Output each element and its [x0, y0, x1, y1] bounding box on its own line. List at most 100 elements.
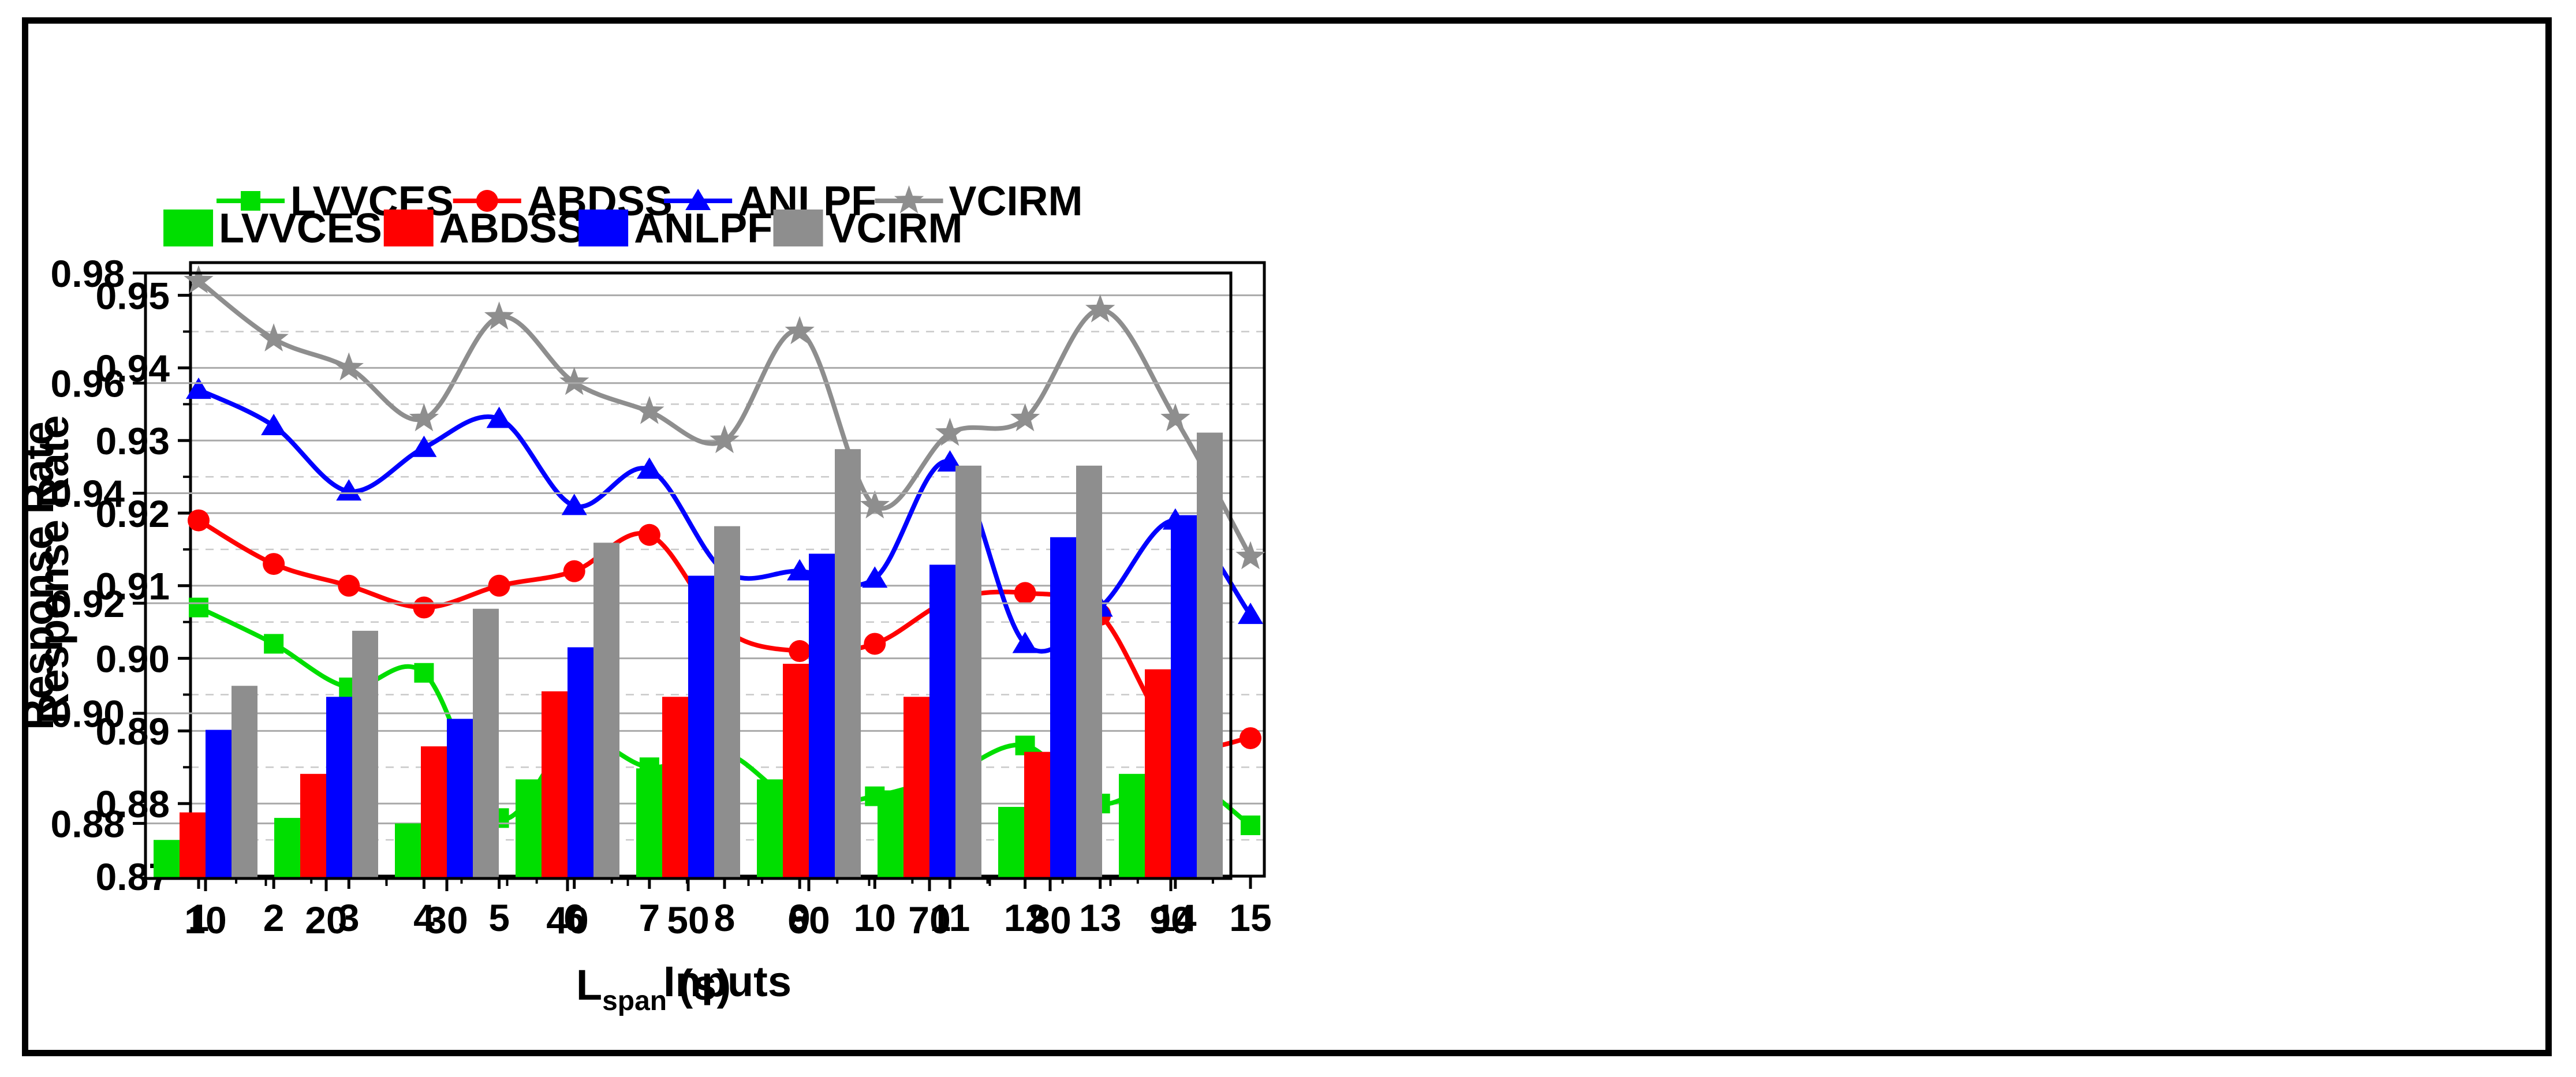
marker-triangle	[336, 479, 362, 501]
bar-vcirm-30	[473, 608, 499, 878]
y-axis-title: Response Rate	[14, 421, 62, 730]
marker-star	[634, 395, 664, 424]
x-axis-tick-label: 4	[413, 896, 435, 939]
marker-star	[484, 301, 514, 330]
marker-star	[894, 185, 924, 214]
bar-abdss-20	[300, 773, 326, 878]
y-axis-tick-label: 0.92	[96, 492, 170, 535]
y-axis-title: Response Rate	[29, 415, 77, 724]
x-axis-tick-label: 11	[930, 896, 970, 939]
y-axis-tick-label: 0.94	[51, 472, 125, 515]
bar-vcirm-60	[835, 449, 861, 878]
marker-star	[1010, 403, 1040, 432]
x-axis-tick-label: 30	[425, 899, 468, 941]
marker-triangle	[411, 435, 437, 457]
x-axis-tick-label: 10	[184, 899, 226, 941]
bar-vcirm-50	[714, 526, 740, 878]
bar-vcirm-70	[955, 465, 981, 878]
marker-circle	[488, 574, 510, 597]
bar-abdss-60	[783, 664, 809, 878]
marker-circle	[864, 633, 886, 655]
marker-star	[1235, 541, 1265, 570]
marker-star	[409, 403, 439, 432]
legend-label: ANLPF	[634, 205, 772, 252]
legend-label: VCIRM	[829, 205, 963, 252]
marker-star	[860, 490, 890, 519]
x-axis-tick-label: 1	[188, 896, 210, 939]
figure-border	[22, 17, 2552, 1056]
x-axis-tick-label: 50	[667, 899, 709, 941]
y-axis-tick-label: 0.92	[51, 582, 125, 625]
marker-circle	[188, 509, 210, 532]
marker-circle	[263, 553, 285, 575]
legend-swatch	[163, 210, 214, 246]
marker-square	[1241, 815, 1260, 835]
legend-item-vcirm: VCIRM	[875, 178, 1083, 225]
x-axis-tick-label: 60	[787, 899, 830, 941]
legend-swatch	[383, 210, 434, 246]
y-axis-tick-label: 0.89	[96, 710, 170, 753]
y-axis-tick-label: 0.88	[96, 783, 170, 825]
x-axis-tick-label: 70	[908, 899, 950, 941]
x-axis-tick-label: 90	[1149, 899, 1192, 941]
bar-lvvces-70	[878, 790, 904, 878]
marker-circle	[789, 640, 811, 663]
marker-star	[785, 316, 815, 345]
bar-abdss-30	[421, 746, 447, 878]
bar-anlpf-80	[1050, 537, 1076, 878]
y-axis-tick-label: 0.88	[51, 802, 125, 845]
x-axis-tick-label: 40	[546, 899, 588, 941]
bar-vcirm-80	[1076, 465, 1102, 878]
bar-abdss-50	[662, 697, 688, 878]
marker-triangle	[685, 189, 711, 210]
marker-star	[334, 352, 364, 381]
x-axis-tick-label: 14	[1154, 896, 1197, 939]
bar-anlpf-40	[568, 647, 593, 878]
bar-lvvces-30	[395, 823, 421, 878]
marker-triangle	[636, 457, 662, 479]
x-axis-tick-label: 8	[714, 896, 736, 939]
bar-vcirm-10	[232, 686, 257, 878]
marker-triangle	[261, 414, 287, 436]
marker-triangle	[1012, 631, 1038, 653]
marker-star	[559, 367, 589, 395]
marker-square	[414, 663, 434, 683]
bar-lvvces-40	[516, 779, 542, 878]
legend-swatch	[578, 210, 629, 246]
y-axis-tick-label: 0.90	[96, 637, 170, 680]
bar-anlpf-90	[1171, 515, 1197, 878]
marker-square	[264, 634, 284, 654]
x-axis-tick-label: 7	[639, 896, 660, 939]
marker-circle	[476, 190, 498, 212]
bar-anlpf-70	[929, 564, 955, 878]
bar-vcirm-90	[1197, 432, 1223, 878]
y-axis-tick-label: 0.96	[51, 362, 125, 405]
marker-square	[241, 191, 261, 211]
legend-swatch	[773, 210, 823, 246]
bar-lvvces-80	[998, 807, 1024, 878]
legend-label: VCIRM	[949, 178, 1083, 225]
x-axis-tick-label: 13	[1079, 896, 1121, 939]
x-axis-tick-label: 9	[789, 896, 811, 939]
x-axis-title: Inputs	[663, 958, 792, 1005]
x-axis-tick-label: 20	[305, 899, 347, 941]
bar-abdss-40	[542, 691, 568, 878]
bar-lvvces-60	[757, 779, 783, 878]
bar-anlpf-20	[326, 697, 352, 878]
marker-circle	[413, 596, 435, 619]
marker-circle	[1014, 582, 1036, 604]
y-axis-tick-label: 0.93	[96, 420, 170, 462]
bar-abdss-90	[1145, 669, 1171, 878]
bar-lvvces-10	[154, 840, 180, 878]
marker-triangle	[486, 406, 512, 428]
bar-anlpf-50	[688, 575, 714, 878]
marker-triangle	[787, 559, 813, 581]
series-line-vcirm	[197, 279, 1253, 558]
bar-vcirm-20	[352, 630, 378, 878]
marker-square	[189, 597, 208, 618]
y-axis-tick-label: 0.91	[96, 565, 170, 608]
bar-lvvces-50	[636, 768, 662, 878]
x-axis-tick-label: 3	[338, 896, 360, 939]
marker-star	[1160, 403, 1190, 432]
legend-item-anlpf: ANLPF	[578, 205, 772, 252]
